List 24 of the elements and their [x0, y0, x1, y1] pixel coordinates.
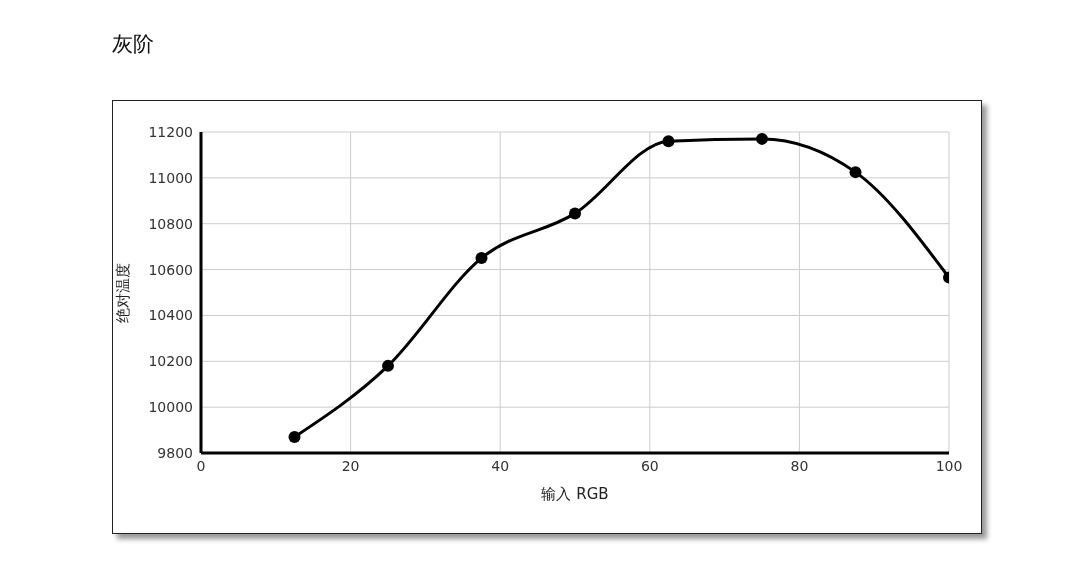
y-tick-label: 10200 [148, 353, 193, 370]
x-tick-label: 80 [790, 457, 809, 474]
y-tick-label: 9800 [157, 444, 193, 461]
chart-title: 灰阶 [112, 31, 154, 58]
point [569, 207, 581, 220]
y-tick-label: 10000 [148, 399, 193, 416]
x-tick-label: 0 [196, 457, 206, 474]
point [849, 166, 862, 179]
y-tick-label: 10800 [148, 215, 193, 232]
point [288, 430, 301, 443]
x-axis-title: 输入 RGB [541, 485, 609, 503]
y-axis-title: 绝对温度 [114, 262, 133, 323]
x-tick-label: 100 [935, 457, 963, 474]
x-tick-label: 40 [491, 457, 510, 474]
x-tick-label: 60 [640, 457, 659, 474]
point [382, 359, 394, 372]
y-tick-label: 10600 [148, 261, 193, 278]
y-tick-label: 10400 [148, 307, 193, 324]
y-tick-label: 11200 [148, 123, 193, 140]
x-tick-label: 20 [341, 457, 360, 474]
point [475, 252, 488, 265]
point [756, 132, 768, 145]
point [662, 135, 675, 148]
y-tick-label: 11000 [148, 169, 193, 186]
